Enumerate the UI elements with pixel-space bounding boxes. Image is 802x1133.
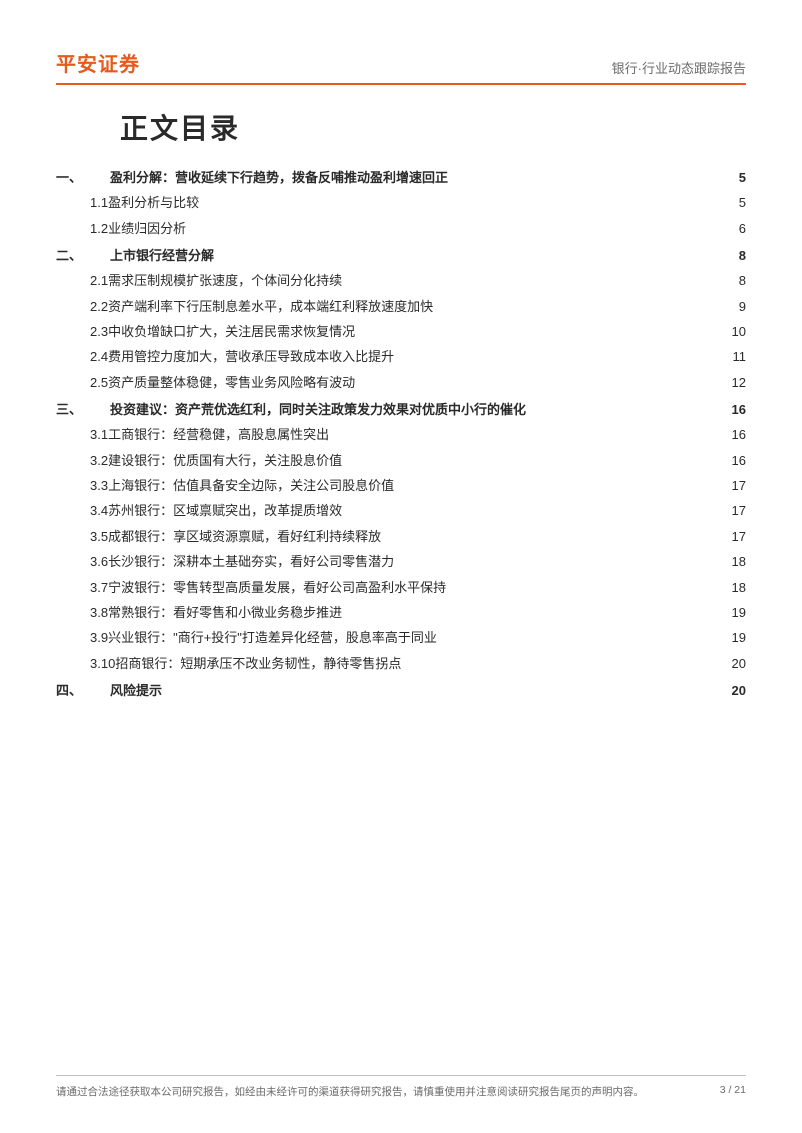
toc-entry-number: 3.9 <box>90 625 108 650</box>
toc-entry-title: 宁波银行：零售转型高质量发展，看好公司高盈利水平保持 <box>108 575 446 600</box>
toc-entry-number: 3.5 <box>90 524 108 549</box>
toc-entry-title: 长沙银行：深耕本土基础夯实，看好公司零售潜力 <box>108 549 394 574</box>
toc-entry-page: 9 <box>728 294 746 319</box>
toc-entry[interactable]: 3.6 长沙银行：深耕本土基础夯实，看好公司零售潜力 18 <box>56 549 746 574</box>
toc-entry-page: 18 <box>728 549 746 574</box>
toc-entry-number: 3.4 <box>90 498 108 523</box>
toc-entry-number: 1.1 <box>90 190 108 215</box>
toc-entry-page: 12 <box>728 370 746 395</box>
page-header: 平安证券 银行·行业动态跟踪报告 <box>56 48 746 85</box>
toc-entry[interactable]: 2.5 资产质量整体稳健，零售业务风险略有波动 12 <box>56 370 746 395</box>
toc-entry[interactable]: 3.5 成都银行：享区域资源禀赋，看好红利持续释放 17 <box>56 524 746 549</box>
toc-entry-number: 一、 <box>56 165 110 190</box>
toc-entry-title: 费用管控力度加大，营收承压导致成本收入比提升 <box>108 344 394 369</box>
toc-entry-number: 1.2 <box>90 216 108 241</box>
toc-entry-title: 上海银行：估值具备安全边际，关注公司股息价值 <box>108 473 394 498</box>
toc-entry-page: 16 <box>728 422 746 447</box>
toc-entry-number: 3.1 <box>90 422 108 447</box>
toc-entry-title: 成都银行：享区域资源禀赋，看好红利持续释放 <box>108 524 381 549</box>
toc-entry[interactable]: 2.4 费用管控力度加大，营收承压导致成本收入比提升 11 <box>56 344 746 369</box>
toc-entry-title: 苏州银行：区域禀赋突出，改革提质增效 <box>108 498 342 523</box>
toc-entry[interactable]: 3.10 招商银行：短期承压不改业务韧性，静待零售拐点 20 <box>56 651 746 676</box>
toc-entry[interactable]: 3.8 常熟银行：看好零售和小微业务稳步推进 19 <box>56 600 746 625</box>
toc-entry[interactable]: 3.4 苏州银行：区域禀赋突出，改革提质增效 17 <box>56 498 746 523</box>
document-type: 银行·行业动态跟踪报告 <box>612 58 746 77</box>
toc-entry-title: 中收负增缺口扩大，关注居民需求恢复情况 <box>108 319 355 344</box>
toc-entry[interactable]: 3.2 建设银行：优质国有大行，关注股息价值 16 <box>56 448 746 473</box>
page-indicator: 3 / 21 <box>720 1084 746 1099</box>
toc-entry-page: 19 <box>728 600 746 625</box>
toc-title-row: 正文目录 <box>120 107 746 147</box>
toc-entry-title: 招商银行：短期承压不改业务韧性，静待零售拐点 <box>115 651 401 676</box>
toc-entry-title: 资产端利率下行压制息差水平，成本端红利释放速度加快 <box>108 294 433 319</box>
toc-entry-number: 3.10 <box>90 651 115 676</box>
toc-entry-page: 5 <box>728 165 746 190</box>
toc-entry-page: 19 <box>728 625 746 650</box>
toc-entry-page: 16 <box>728 448 746 473</box>
toc-entry-number: 2.4 <box>90 344 108 369</box>
toc-entry[interactable]: 3.9 兴业银行："商行+投行"打造差异化经营，股息率高于同业 19 <box>56 625 746 650</box>
footer-disclaimer: 请通过合法途径获取本公司研究报告，如经由未经许可的渠道获得研究报告，请慎重使用并… <box>56 1084 644 1099</box>
toc-entry-page: 10 <box>728 319 746 344</box>
toc-entry-page: 8 <box>728 268 746 293</box>
toc-entry[interactable]: 3.3 上海银行：估值具备安全边际，关注公司股息价值 17 <box>56 473 746 498</box>
toc-entry-title: 盈利分析与比较 <box>108 190 199 215</box>
toc-entry-page: 17 <box>728 524 746 549</box>
toc-entry-number: 3.6 <box>90 549 108 574</box>
toc-entry-title: 业绩归因分析 <box>108 216 186 241</box>
toc-entry-page: 17 <box>728 473 746 498</box>
toc-entry-number: 2.1 <box>90 268 108 293</box>
toc-entry-page: 8 <box>728 243 746 268</box>
toc-entry-title: 工商银行：经营稳健，高股息属性突出 <box>108 422 329 447</box>
toc-entry-page: 18 <box>728 575 746 600</box>
toc-entry-title: 常熟银行：看好零售和小微业务稳步推进 <box>108 600 342 625</box>
toc-entry-number: 3.2 <box>90 448 108 473</box>
toc-entry-number: 四、 <box>56 678 110 703</box>
toc-entry[interactable]: 1.2 业绩归因分析 6 <box>56 216 746 241</box>
toc-entry-number: 三、 <box>56 397 110 422</box>
toc-entry-page: 6 <box>728 216 746 241</box>
toc-entry[interactable]: 3.1 工商银行：经营稳健，高股息属性突出 16 <box>56 422 746 447</box>
toc-entry-page: 5 <box>728 190 746 215</box>
toc-entry-title: 风险提示 <box>110 678 162 703</box>
toc-entry[interactable]: 3.7 宁波银行：零售转型高质量发展，看好公司高盈利水平保持 18 <box>56 575 746 600</box>
toc-entry-title: 兴业银行："商行+投行"打造差异化经营，股息率高于同业 <box>108 625 437 650</box>
table-of-contents: 一、盈利分解：营收延续下行趋势，拨备反哺推动盈利增速回正51.1 盈利分析与比较… <box>56 165 746 703</box>
toc-entry[interactable]: 2.3 中收负增缺口扩大，关注居民需求恢复情况 10 <box>56 319 746 344</box>
toc-entry[interactable]: 2.2 资产端利率下行压制息差水平，成本端红利释放速度加快 9 <box>56 294 746 319</box>
toc-entry-page: 16 <box>728 397 746 422</box>
toc-entry-number: 2.2 <box>90 294 108 319</box>
page-footer: 请通过合法途径获取本公司研究报告，如经由未经许可的渠道获得研究报告，请慎重使用并… <box>56 1075 746 1099</box>
toc-entry[interactable]: 一、盈利分解：营收延续下行趋势，拨备反哺推动盈利增速回正 5 <box>56 165 746 190</box>
toc-entry-page: 20 <box>728 678 746 703</box>
toc-entry[interactable]: 二、上市银行经营分解 8 <box>56 243 746 268</box>
toc-entry[interactable]: 2.1 需求压制规模扩张速度，个体间分化持续 8 <box>56 268 746 293</box>
toc-entry-number: 3.8 <box>90 600 108 625</box>
toc-entry[interactable]: 1.1 盈利分析与比较 5 <box>56 190 746 215</box>
toc-entry-title: 建设银行：优质国有大行，关注股息价值 <box>108 448 342 473</box>
toc-entry-number: 3.3 <box>90 473 108 498</box>
toc-entry[interactable]: 三、投资建议：资产荒优选红利，同时关注政策发力效果对优质中小行的催化 16 <box>56 397 746 422</box>
toc-entry-number: 3.7 <box>90 575 108 600</box>
toc-entry-title: 投资建议：资产荒优选红利，同时关注政策发力效果对优质中小行的催化 <box>110 397 526 422</box>
toc-entry-number: 2.5 <box>90 370 108 395</box>
toc-title: 正文目录 <box>120 113 240 144</box>
toc-entry-page: 11 <box>728 344 746 369</box>
toc-entry-page: 20 <box>728 651 746 676</box>
toc-entry-page: 17 <box>728 498 746 523</box>
toc-entry-number: 2.3 <box>90 319 108 344</box>
toc-entry-title: 盈利分解：营收延续下行趋势，拨备反哺推动盈利增速回正 <box>110 165 448 190</box>
toc-entry-title: 资产质量整体稳健，零售业务风险略有波动 <box>108 370 355 395</box>
toc-entry-number: 二、 <box>56 243 110 268</box>
toc-entry-title: 上市银行经营分解 <box>110 243 214 268</box>
toc-entry[interactable]: 四、风险提示 20 <box>56 678 746 703</box>
toc-entry-title: 需求压制规模扩张速度，个体间分化持续 <box>108 268 342 293</box>
brand-logo-text: 平安证券 <box>56 48 140 77</box>
